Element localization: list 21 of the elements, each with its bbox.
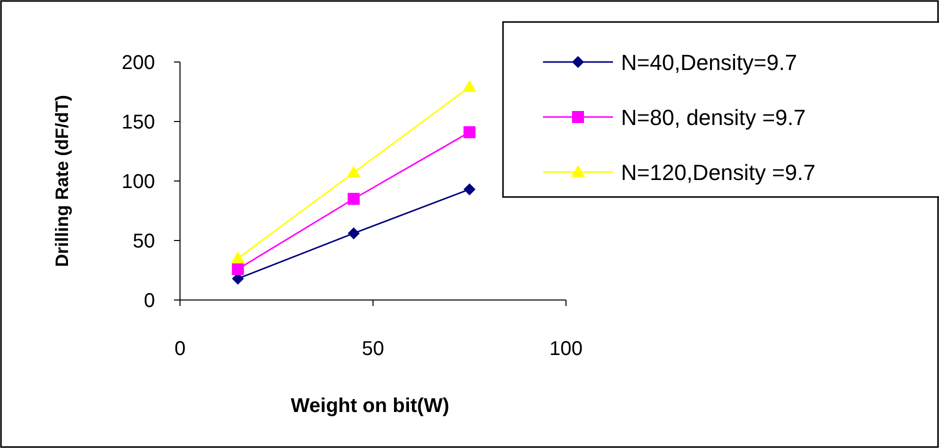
y-tick-label: 200 — [122, 52, 155, 74]
point — [464, 183, 476, 196]
y-tick-label: 0 — [144, 290, 155, 312]
point — [232, 263, 244, 276]
x-tick-label: 50 — [362, 338, 384, 360]
point — [348, 227, 360, 240]
x-axis-title: Weight on bit(W) — [290, 395, 450, 417]
point — [462, 80, 476, 92]
point — [348, 192, 360, 205]
y-tick-label: 150 — [122, 112, 155, 134]
point — [464, 126, 476, 138]
legend-label: N=80, density =9.7 — [621, 105, 806, 130]
x-tick-label: 100 — [549, 338, 583, 360]
y-axis-title: Drilling Rate (dF/dT) — [52, 95, 72, 267]
legend-label: N=40,Density=9.7 — [621, 50, 798, 75]
point — [230, 251, 245, 264]
x-tick-label: 0 — [174, 338, 186, 360]
point — [346, 166, 361, 178]
y-tick-label: 50 — [132, 230, 155, 252]
legend-label: N=120,Density =9.7 — [621, 160, 816, 185]
y-tick-label: 100 — [122, 171, 155, 193]
